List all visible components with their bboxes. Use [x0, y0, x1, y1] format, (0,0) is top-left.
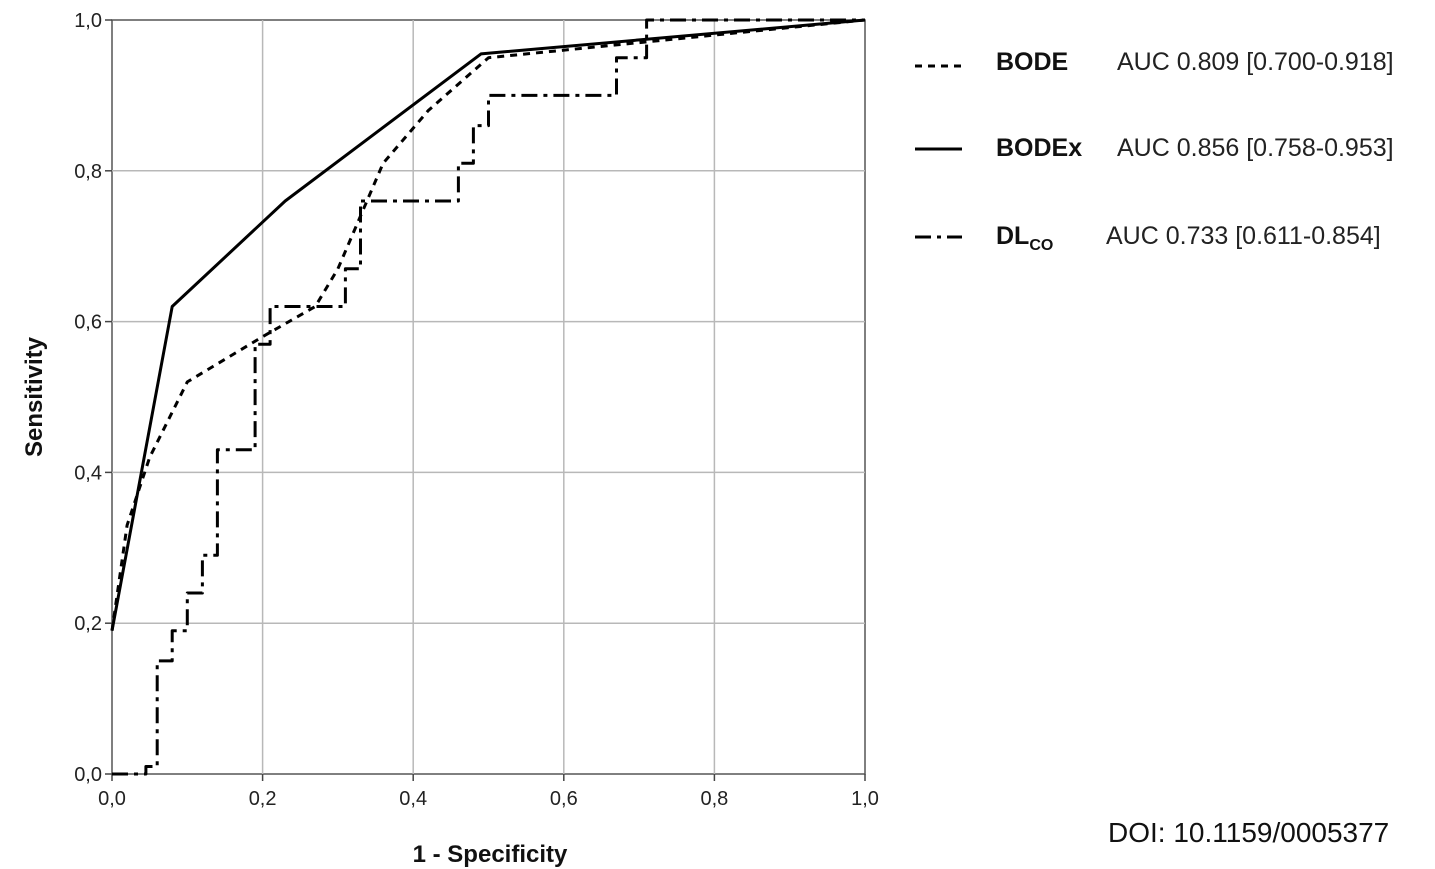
legend-label-dlco: DLCO	[996, 222, 1053, 254]
x-tick-label: 0,0	[98, 788, 126, 810]
legend-label-bodex: BODEx	[996, 134, 1082, 162]
y-tick-label: 0,2	[74, 613, 102, 635]
roc-curves	[110, 18, 866, 776]
x-tick-label: 0,6	[550, 788, 578, 810]
grid-lines	[112, 20, 865, 774]
x-tick-label: 0,8	[700, 788, 728, 810]
y-axis-title: Sensitivity	[21, 336, 48, 457]
y-tick-labels: 0,0 0,2 0,4 0,6 0,8 1,0	[74, 10, 112, 786]
legend-auc-bodex: AUC 0.856 [0.758-0.953]	[1117, 134, 1394, 162]
doi-label: DOI: 10.1159/0005377	[1108, 817, 1389, 848]
y-tick-label: 0,6	[74, 312, 102, 334]
legend-label-bode: BODE	[996, 48, 1068, 76]
x-axis-title: 1 - Specificity	[413, 841, 568, 868]
roc-curve-bode	[110, 18, 866, 631]
x-tick-label: 0,4	[399, 788, 427, 810]
y-tick-label: 0,4	[74, 462, 102, 484]
x-tick-labels: 0,0 0,2 0,4 0,6 0,8 1,0	[98, 774, 879, 810]
roc-curve-bodex	[110, 18, 866, 631]
legend: BODE AUC 0.809 [0.700-0.918] BODEx AUC 0…	[915, 48, 1394, 254]
legend-auc-bode: AUC 0.809 [0.700-0.918]	[1117, 48, 1394, 76]
plot-area	[111, 19, 866, 775]
x-tick-label: 0,2	[249, 788, 277, 810]
x-tick-label: 1,0	[851, 788, 879, 810]
y-tick-label: 0,0	[74, 764, 102, 786]
legend-label-dlco-sub: CO	[1029, 237, 1053, 254]
y-tick-label: 1,0	[74, 10, 102, 32]
y-tick-label: 0,8	[74, 161, 102, 183]
legend-label-dlco-main: DL	[996, 222, 1029, 250]
legend-auc-dlco: AUC 0.733 [0.611-0.854]	[1106, 222, 1381, 250]
